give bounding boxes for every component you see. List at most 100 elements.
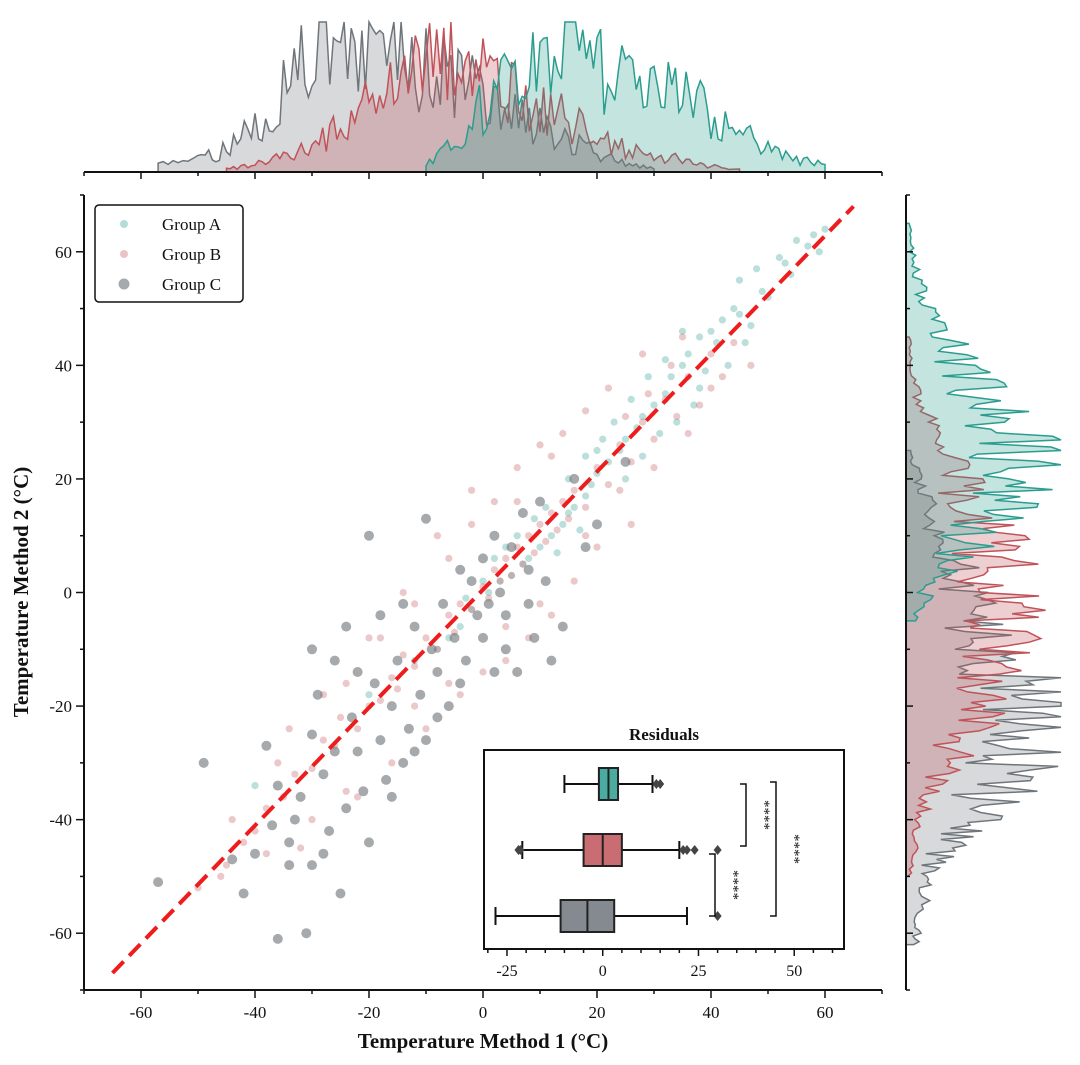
point-group-a	[718, 316, 727, 324]
point-group-b	[297, 844, 305, 852]
point-group-c	[580, 542, 591, 553]
bracket-line	[709, 853, 716, 917]
point-group-b	[644, 390, 652, 398]
top-density-group-b	[225, 21, 741, 173]
y-tick-label: 40	[55, 356, 72, 375]
point-group-a	[536, 543, 544, 551]
point-group-c	[398, 598, 409, 609]
point-group-c	[443, 701, 454, 712]
point-group-c	[352, 667, 363, 677]
x-tick-label: 20	[589, 1003, 606, 1022]
x-tick-label: -20	[358, 1003, 381, 1022]
boxplot-group-a	[563, 767, 665, 801]
point-group-a	[547, 532, 556, 540]
point-group-b	[445, 611, 453, 619]
inset-title: Residuals	[629, 725, 699, 744]
point-group-b	[582, 407, 590, 415]
point-group-b	[456, 691, 464, 699]
point-group-a	[730, 305, 738, 313]
y-tick-label: -60	[49, 924, 72, 943]
legend-label-group-c: Group C	[162, 275, 221, 294]
point-group-c	[455, 564, 466, 575]
right-density-group-a	[905, 222, 1062, 622]
point-group-a	[456, 623, 464, 631]
point-group-c	[500, 610, 511, 621]
point-group-c	[455, 678, 466, 689]
residuals-inset: Residuals -25 0 25 50 **** **** ****	[483, 725, 845, 980]
point-group-b	[718, 373, 727, 381]
point-group-a	[644, 373, 652, 381]
top-density-group-c	[157, 19, 655, 173]
point-group-c	[409, 746, 420, 757]
inset-tick-label: 25	[690, 963, 706, 980]
point-group-b	[479, 668, 487, 676]
point-group-c	[364, 530, 374, 541]
point-group-b	[519, 560, 527, 568]
point-group-c	[620, 456, 631, 467]
point-group-b	[502, 657, 510, 665]
point-group-c	[272, 780, 283, 791]
point-group-a	[542, 503, 550, 511]
point-group-b	[639, 418, 647, 426]
point-group-c	[523, 598, 534, 609]
point-group-a	[621, 435, 630, 443]
significance-bracket: ****	[740, 783, 772, 847]
legend: Group A Group B Group C	[94, 204, 244, 303]
point-group-c	[415, 689, 426, 700]
point-group-c	[312, 689, 323, 700]
point-group-c	[386, 791, 397, 802]
boxplot-group-b	[514, 833, 722, 867]
point-group-a	[627, 395, 635, 403]
top-marginal-histogram	[83, 19, 883, 179]
point-group-c	[358, 786, 369, 797]
x-tick-label: -60	[130, 1003, 153, 1022]
point-group-b	[621, 412, 630, 421]
point-group-a	[599, 435, 607, 443]
point-group-b	[616, 486, 624, 494]
point-group-b	[411, 662, 419, 670]
point-group-b	[547, 452, 556, 460]
point-group-b	[667, 361, 675, 369]
point-group-b	[673, 412, 681, 421]
point-group-a	[490, 554, 498, 563]
identity-reference-line	[111, 204, 855, 975]
point-group-b	[422, 725, 430, 733]
point-group-a	[781, 259, 789, 267]
point-group-b	[445, 554, 453, 563]
right-marginal-histogram	[905, 194, 1062, 991]
point-group-a	[696, 333, 704, 341]
point-group-b	[525, 532, 533, 540]
point-group-b	[468, 520, 476, 529]
point-group-a	[530, 515, 538, 523]
point-group-a	[775, 253, 784, 262]
point-group-a	[525, 554, 533, 563]
point-group-c	[364, 837, 374, 848]
point-group-c	[153, 877, 164, 888]
legend-marker-group-a	[120, 220, 128, 228]
point-group-b	[456, 600, 464, 608]
right-density-group-b	[905, 336, 1046, 878]
significance-label: ****	[786, 834, 802, 864]
x-tick-label: 40	[703, 1003, 720, 1022]
point-group-b	[388, 759, 396, 767]
point-group-a	[559, 520, 567, 529]
point-group-b	[399, 651, 407, 659]
point-group-a	[513, 532, 521, 540]
point-group-a	[479, 577, 487, 585]
outlier-marker	[656, 779, 665, 789]
point-group-c	[369, 678, 380, 689]
legend-marker-group-c	[118, 278, 130, 290]
point-group-c	[261, 740, 272, 751]
outlier-marker	[690, 845, 699, 855]
point-group-c	[546, 655, 557, 666]
point-group-a	[690, 401, 698, 409]
point-group-a	[593, 446, 601, 455]
point-group-b	[678, 333, 687, 341]
point-group-b	[747, 361, 755, 369]
point-group-b	[513, 464, 521, 472]
significance-bracket: ****	[770, 781, 802, 917]
point-group-a	[696, 384, 704, 392]
y-tick-label: -20	[49, 697, 72, 716]
point-group-c	[529, 632, 540, 643]
point-group-c	[438, 598, 449, 609]
